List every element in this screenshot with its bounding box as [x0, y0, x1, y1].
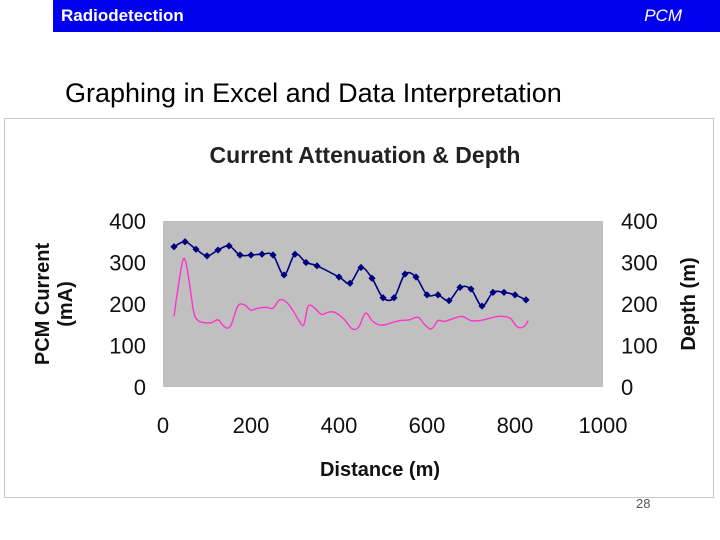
slide-title: Graphing in Excel and Data Interpretatio…: [65, 78, 562, 108]
y2-tick-label: 100: [621, 334, 658, 359]
current-data-point: [511, 291, 519, 299]
current-data-point: [280, 271, 288, 279]
current-data-point: [346, 279, 354, 287]
current-data-point: [467, 285, 475, 293]
y-tick-label: 400: [109, 209, 146, 234]
current-data-point: [269, 251, 277, 259]
current-data-point: [434, 291, 442, 299]
current-data-point: [478, 302, 486, 310]
x-tick-label: 800: [497, 413, 534, 438]
page-number: 28: [636, 496, 651, 511]
y-axis-title-group: PCM Current(mA): [32, 243, 77, 366]
x-axis-ticks: 0 200 400 600 800 1000: [157, 413, 628, 438]
current-data-point: [181, 238, 189, 246]
left-axis-ticks: 0 100 200 300 400: [109, 209, 146, 400]
y2-tick-label: 400: [621, 209, 658, 234]
depth-series-line: [173, 257, 529, 331]
x-tick-label: 1000: [579, 413, 628, 438]
chart-svg: Current Attenuation & Depth 0 100 200 300 40…: [32, 142, 700, 481]
current-data-point: [170, 243, 178, 251]
y2-tick-label: 300: [621, 251, 658, 276]
y-tick-label: 100: [109, 334, 146, 359]
y-axis-title-line-1: PCM Current: [32, 243, 54, 366]
right-axis-ticks: 0 100 200 300 400: [621, 209, 658, 400]
y-tick-label: 200: [109, 292, 146, 317]
current-data-point: [302, 258, 310, 267]
y2-axis-title: Depth (m): [678, 257, 700, 350]
y-tick-label: 300: [109, 251, 146, 276]
current-data-point: [225, 242, 233, 250]
brand-name: Radiodetection: [61, 6, 184, 25]
y-axis-title-line-2: (mA): [55, 281, 77, 327]
chart-frame: Current Attenuation & Depth 0 100 200 300 40…: [4, 118, 714, 498]
header-bar: Radiodetection PCM: [53, 0, 720, 32]
current-data-point: [489, 288, 497, 296]
plot-area: [163, 221, 603, 387]
current-data-point: [192, 245, 200, 253]
x-tick-label: 400: [321, 413, 358, 438]
x-tick-label: 200: [233, 413, 270, 438]
y2-tick-label: 200: [621, 292, 658, 317]
product-name: PCM: [644, 6, 682, 25]
x-tick-label: 0: [157, 413, 169, 438]
chart-title: Current Attenuation & Depth: [210, 142, 521, 168]
current-data-point: [500, 288, 508, 296]
current-data-point: [401, 270, 409, 278]
current-data-point: [258, 250, 266, 258]
current-data-point: [291, 250, 299, 258]
current-data-point: [214, 246, 222, 254]
y2-tick-label: 0: [621, 375, 633, 400]
y-axis-title: PCM Current(mA): [32, 243, 77, 366]
x-tick-label: 600: [409, 413, 446, 438]
y-tick-label: 0: [134, 375, 146, 400]
current-data-point: [313, 262, 321, 270]
x-axis-title: Distance (m): [320, 459, 440, 481]
current-data-point: [423, 291, 431, 299]
current-data-point: [445, 297, 453, 305]
current-data-point: [203, 252, 211, 260]
